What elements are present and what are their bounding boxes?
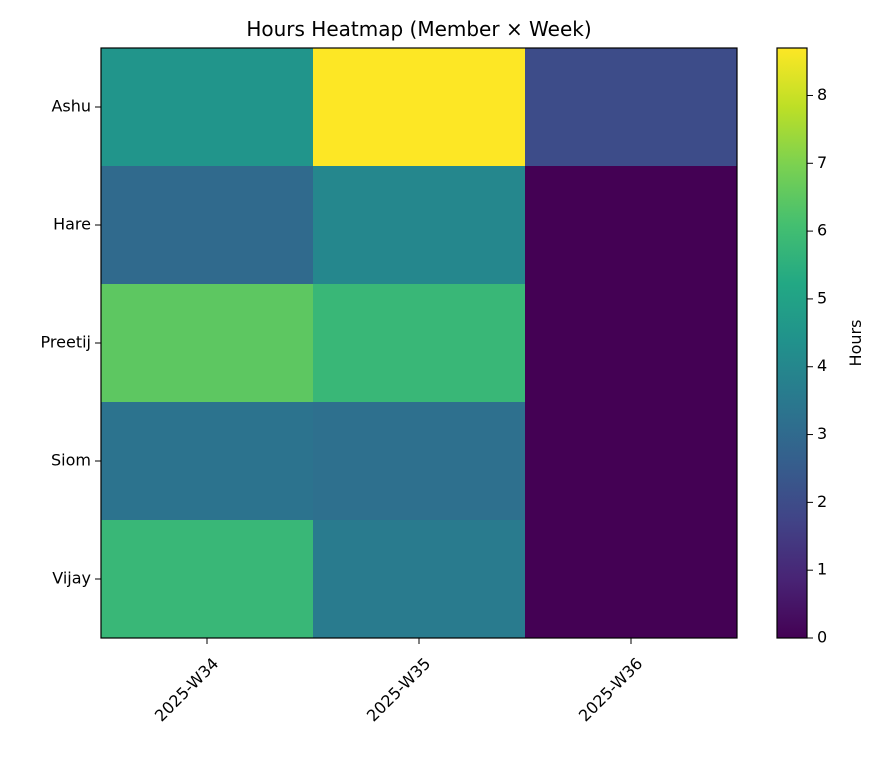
heatmap-cell [101,402,314,521]
y-tick-labels: Ashu Hare Preetij Siom Vijay [41,97,101,588]
heatmap-cell [313,402,526,521]
heatmap-cell [525,284,738,403]
heatmap-cells [101,48,738,639]
y-tick-label: Hare [53,215,91,234]
x-tick-label: 2025-W35 [363,654,434,725]
colorbar-tick-label: 2 [817,492,827,511]
heatmap-cell [525,402,738,521]
heatmap-cell [101,520,314,639]
y-tick-label: Ashu [51,97,91,116]
colorbar-tick-label: 6 [817,221,827,240]
heatmap-cell [313,284,526,403]
colorbar-tick-label: 5 [817,288,827,307]
chart-title: Hours Heatmap (Member × Week) [246,17,591,41]
heatmap-cell [101,284,314,403]
colorbar-tick-label: 0 [817,628,827,647]
colorbar-tick-label: 4 [817,356,827,375]
x-tick-labels: 2025-W34 2025-W35 2025-W36 [151,638,646,725]
colorbar-tick-label: 7 [817,153,827,172]
x-tick-label: 2025-W36 [575,654,646,725]
colorbar-ticks: 0 1 2 3 4 5 6 7 8 [807,85,827,647]
colorbar-tick-label: 8 [817,85,827,104]
colorbar-tick-label: 3 [817,424,827,443]
heatmap-cell [313,520,526,639]
heatmap-cell [525,48,738,167]
heatmap-cell [313,48,526,167]
colorbar [776,47,808,639]
colorbar-tick-label: 1 [817,560,827,579]
heatmap-cell [101,166,314,285]
x-tick-label: 2025-W34 [151,654,222,725]
y-tick-label: Preetij [41,333,91,352]
colorbar-label: Hours [846,320,865,367]
heatmap-cell [525,520,738,639]
heatmap-cell [313,166,526,285]
heatmap-cell [525,166,738,285]
heatmap-cell [101,48,314,167]
y-tick-label: Vijay [52,569,91,588]
y-tick-label: Siom [51,451,91,470]
